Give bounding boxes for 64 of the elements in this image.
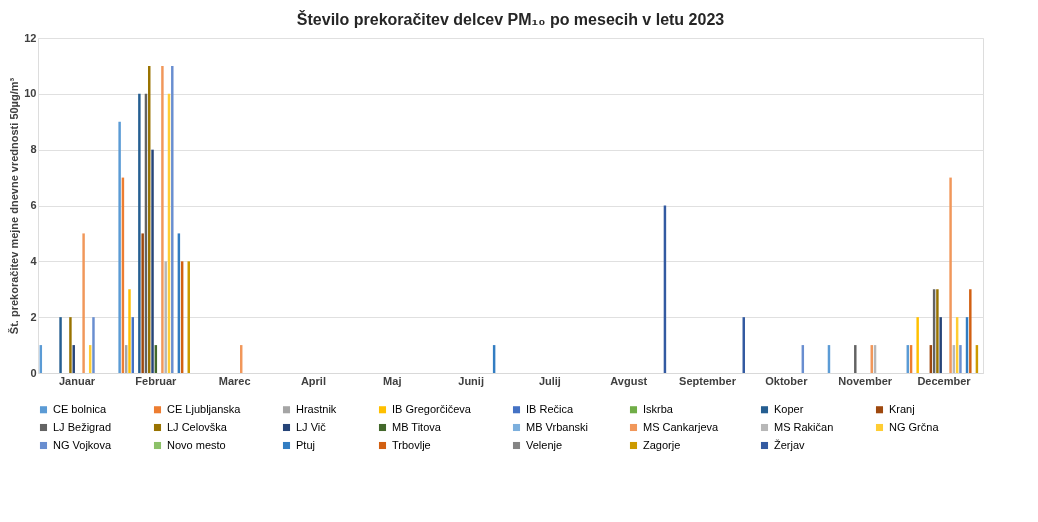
legend-label: CE bolnica — [53, 402, 108, 415]
x-tick-label: Avgust — [610, 374, 648, 387]
x-tick-label: Oktober — [765, 374, 809, 387]
legend-label: MS Cankarjeva — [643, 420, 720, 433]
bar — [939, 317, 942, 373]
legend-label: MB Vrbanski — [526, 420, 588, 433]
bar — [138, 93, 141, 373]
y-tick-label: 8 — [30, 143, 37, 156]
legend-label: MS Rakičan — [774, 420, 834, 433]
legend-label: IB Rečica — [526, 402, 574, 415]
y-tick-label: 10 — [24, 87, 37, 100]
legend-label: Ptuj — [296, 438, 315, 451]
legend-label: Novo mesto — [167, 438, 226, 451]
x-tick-label: Julij — [538, 374, 561, 387]
bar — [949, 177, 952, 373]
y-tick-label: 12 — [24, 31, 37, 44]
x-tick-label: Maj — [383, 374, 402, 387]
bar — [164, 261, 167, 373]
legend-label: MB Titova — [392, 420, 442, 433]
legend-label: Velenje — [526, 438, 563, 451]
bar — [59, 317, 62, 373]
legend-label: CE Ljubljanska — [167, 402, 242, 415]
bar — [161, 65, 164, 373]
bar — [69, 317, 72, 373]
x-tick-label: September — [679, 374, 737, 387]
legend-label: NG Grčna — [889, 420, 940, 433]
legend-label: Žerjav — [774, 438, 806, 451]
bar — [854, 345, 857, 373]
legend-label: Trbovlje — [392, 438, 431, 451]
bar — [128, 289, 131, 373]
bar — [936, 289, 939, 373]
bar — [171, 65, 174, 373]
x-tick-label: November — [838, 374, 893, 387]
legend-label: LJ Bežigrad — [53, 420, 112, 433]
legend-label: LJ Vič — [296, 420, 327, 433]
bar — [959, 345, 962, 373]
y-tick-label: 4 — [30, 254, 38, 267]
legend-label: Koper — [774, 402, 804, 415]
x-tick-label: Februar — [135, 374, 178, 387]
legend-label: NG Vojkova — [53, 438, 112, 451]
x-tick-label: April — [300, 374, 326, 387]
x-tick-label: Januar — [58, 374, 96, 387]
y-tick-label: 2 — [30, 310, 37, 323]
bar — [151, 149, 154, 373]
x-tick-label: Marec — [218, 374, 251, 387]
chart-title: Število prekoračitev delcev PM₁₀ po mesecih v letu 2023 — [296, 10, 725, 28]
legend-label: LJ Celovška — [167, 420, 228, 433]
bar — [916, 317, 919, 373]
legend-label: IB Gregorčičeva — [392, 402, 472, 415]
legend-label: Zagorje — [643, 438, 681, 451]
bar — [969, 289, 972, 373]
legend-label: Kranj — [889, 402, 915, 415]
bar — [92, 317, 95, 373]
bar — [72, 345, 75, 373]
x-tick-label: December — [917, 374, 972, 387]
x-tick-label: Junij — [458, 374, 484, 387]
legend-label: Iskrba — [643, 402, 674, 415]
y-tick-label: 0 — [30, 366, 37, 379]
bar — [141, 233, 144, 373]
bar — [82, 233, 85, 373]
bar — [118, 121, 121, 373]
y-axis-title: Št. prekoračitev mejne dnevne vrednosti 50µg/m³ — [8, 77, 21, 335]
legend-label: Hrastnik — [296, 402, 337, 415]
y-tick-label: 6 — [30, 199, 37, 211]
